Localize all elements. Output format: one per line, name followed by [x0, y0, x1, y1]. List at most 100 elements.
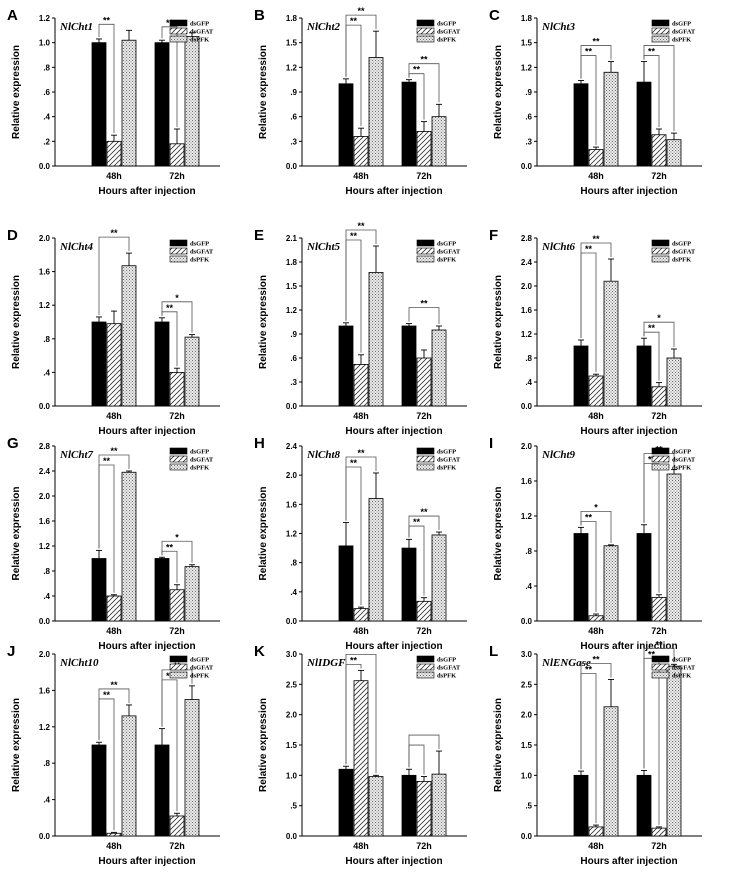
- legend-swatch: [651, 35, 670, 43]
- legend-swatch: [416, 255, 435, 263]
- legend-label: dsGFP: [190, 657, 209, 664]
- legend-swatch: [416, 447, 435, 455]
- panel-K: K NlIDGF 0.0 .5 1.0 1.5 2.0 2.5 3.0 Relative expr…: [254, 643, 467, 867]
- x-axis-label: Hours after injection: [345, 856, 442, 867]
- bar-dsGFAT-48h: [588, 615, 604, 622]
- y-tick-label: 1.8: [521, 14, 533, 23]
- legend-label: dsGFAT: [437, 457, 461, 464]
- bar-dsGFAT-48h: [353, 680, 369, 837]
- legend-swatch: [169, 19, 188, 27]
- y-axis-label: Relative expression: [493, 45, 504, 139]
- bar-dsPFK-72h: [184, 566, 200, 622]
- legend-swatch: [416, 19, 435, 27]
- y-tick-label: 1.6: [39, 268, 51, 277]
- y-tick-label: .8: [525, 354, 532, 363]
- significance-bracket: [408, 307, 440, 324]
- legend-swatch: [416, 27, 435, 35]
- significance-bracket: [345, 14, 377, 77]
- panel-L: L NlENGase 0.0 .5 1.0 1.5 2.0 2.5 3.0 Relative ex…: [489, 639, 702, 867]
- y-tick-label: .9: [290, 88, 297, 97]
- panel-H: H NlCht8 0.0 .4 .8 1.2 1.6 2.0 2.4 Relative expre…: [254, 435, 467, 652]
- bar-dsGFP-48h: [573, 533, 589, 622]
- y-tick-label: 1.6: [521, 477, 533, 486]
- legend-label: dsPFK: [190, 257, 209, 264]
- legend-label: dsGFAT: [672, 249, 696, 256]
- bar-dsGFAT-48h: [588, 375, 604, 407]
- bar-dsGFP-48h: [573, 774, 589, 837]
- bar-dsPFK-48h: [603, 545, 619, 622]
- bar-dsGFP-48h: [338, 83, 354, 167]
- significance-label: **: [166, 542, 174, 552]
- panel-letter: C: [489, 7, 500, 24]
- y-tick-label: 1.6: [521, 306, 533, 315]
- panel-D: D NlCht4 0.0 .4 .8 1.2 1.6 2.0 Relative expressi…: [7, 227, 220, 437]
- legend-swatch: [169, 447, 188, 455]
- panel-letter: E: [254, 227, 264, 244]
- y-tick-label: 0.0: [521, 832, 533, 841]
- legend-label: dsGFAT: [190, 665, 214, 672]
- bar-dsPFK-72h: [666, 357, 682, 407]
- panel-title: NlIDGF: [306, 657, 346, 669]
- panel-title: NlCht5: [306, 241, 341, 253]
- bar-dsGFP-72h: [636, 81, 652, 167]
- y-tick-label: 0.0: [521, 617, 533, 626]
- significance-label: **: [592, 654, 600, 664]
- legend-swatch: [651, 655, 670, 663]
- bar-dsPFK-48h: [121, 39, 137, 167]
- x-category-label: 72h: [651, 626, 667, 636]
- x-axis-label: Hours after injection: [580, 856, 677, 867]
- bar-dsPFK-48h: [603, 706, 619, 837]
- y-tick-label: .4: [43, 592, 50, 601]
- bar-dsGFP-72h: [401, 81, 417, 167]
- y-tick-label: .3: [290, 378, 297, 387]
- bar-dsPFK-48h: [368, 271, 384, 407]
- significance-label: *: [594, 502, 598, 512]
- legend-label: dsPFK: [437, 673, 456, 680]
- x-category-label: 72h: [416, 841, 432, 851]
- x-category-label: 48h: [353, 841, 369, 851]
- panel-title: NlCht1: [59, 21, 93, 33]
- x-category-label: 72h: [651, 841, 667, 851]
- bar-dsGFAT-72h: [651, 386, 667, 407]
- y-tick-label: 2.0: [39, 492, 51, 501]
- y-tick-label: 0.0: [286, 162, 298, 171]
- significance-bracket: [161, 540, 193, 563]
- significance-label: **: [420, 299, 428, 309]
- y-tick-label: 2.4: [521, 258, 533, 267]
- legend-swatch: [416, 671, 435, 679]
- bar-dsGFAT-72h: [651, 596, 667, 622]
- bar-dsGFP-72h: [154, 42, 170, 167]
- legend-swatch: [651, 27, 670, 35]
- legend-label: dsGFAT: [190, 249, 214, 256]
- y-tick-label: 2.0: [39, 650, 51, 659]
- legend-label: dsGFP: [672, 449, 691, 456]
- legend-label: dsGFP: [190, 21, 209, 28]
- y-axis-label: Relative expression: [11, 275, 22, 369]
- significance-bracket: [643, 321, 675, 347]
- y-tick-label: .4: [43, 113, 50, 122]
- legend-swatch: [169, 655, 188, 663]
- y-tick-label: .6: [525, 113, 532, 122]
- y-tick-label: 1.8: [286, 258, 298, 267]
- bar-dsGFP-72h: [636, 345, 652, 407]
- y-axis-label: Relative expression: [258, 45, 269, 139]
- bar-dsGFAT-72h: [651, 134, 667, 167]
- significance-bracket: [98, 236, 130, 315]
- legend-swatch: [169, 671, 188, 679]
- x-category-label: 48h: [588, 171, 604, 181]
- legend-label: dsGFP: [672, 21, 691, 28]
- y-tick-label: 1.2: [286, 530, 298, 539]
- bar-dsGFAT-48h: [106, 595, 122, 622]
- y-tick-label: 1.2: [39, 14, 51, 23]
- y-tick-label: .4: [43, 368, 50, 377]
- y-tick-label: 3.0: [521, 650, 533, 659]
- legend-swatch: [416, 247, 435, 255]
- y-tick-label: .8: [43, 63, 50, 72]
- legend-swatch: [169, 255, 188, 263]
- bar-dsPFK-48h: [368, 498, 384, 622]
- significance-label: **: [413, 65, 421, 75]
- y-tick-label: 0.0: [521, 162, 533, 171]
- panel-letter: F: [489, 227, 498, 244]
- y-tick-label: 1.0: [39, 39, 51, 48]
- x-axis-label: Hours after injection: [345, 426, 442, 437]
